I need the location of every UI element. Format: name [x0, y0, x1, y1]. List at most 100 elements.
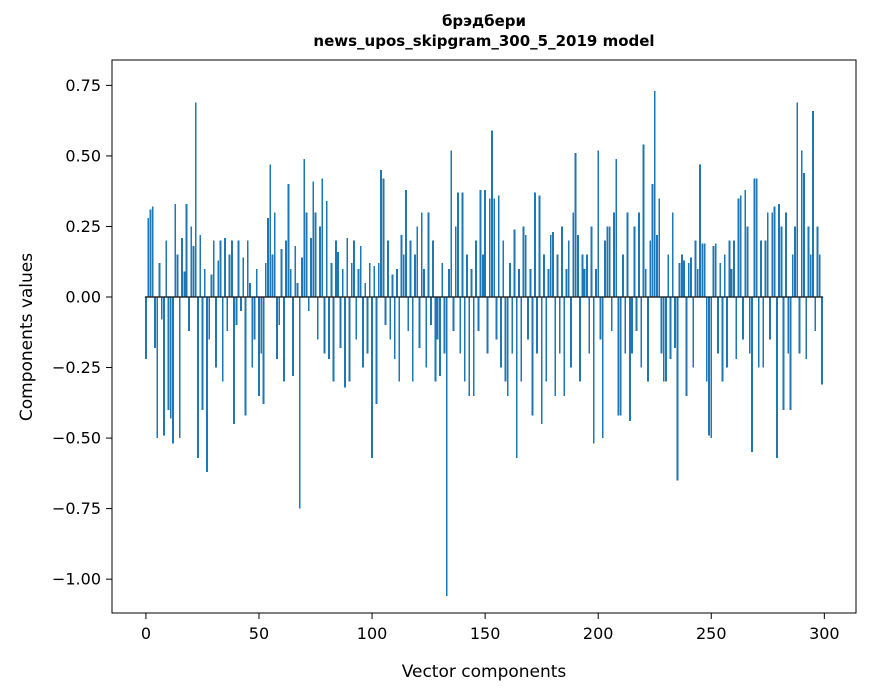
bar: [407, 297, 410, 331]
bar: [619, 297, 622, 416]
bar: [160, 297, 163, 320]
bar: [658, 198, 661, 297]
bar: [418, 297, 421, 348]
bar: [244, 297, 247, 416]
bar: [253, 297, 256, 340]
bar: [296, 282, 299, 297]
bar: [240, 297, 242, 312]
bar: [328, 297, 330, 360]
bar: [778, 203, 781, 297]
bar: [504, 297, 507, 382]
bar: [260, 297, 263, 354]
bar: [436, 297, 439, 340]
bar: [246, 240, 249, 297]
y-axis-label: Components values: [17, 252, 37, 422]
bar: [441, 263, 444, 297]
bar: [454, 226, 457, 297]
bar: [450, 150, 453, 297]
bar: [782, 297, 785, 410]
bar: [312, 181, 315, 297]
bar: [353, 240, 355, 297]
bar: [228, 254, 231, 297]
bar: [475, 240, 477, 297]
bar: [414, 254, 416, 297]
bar: [339, 297, 342, 348]
bar: [604, 240, 606, 297]
bar: [330, 263, 333, 297]
bar: [470, 268, 473, 297]
bar: [380, 170, 383, 297]
bar: [316, 297, 319, 340]
bar: [685, 297, 688, 396]
bar: [699, 164, 701, 297]
plot-border: [111, 59, 857, 614]
bar: [615, 158, 618, 297]
bar: [391, 274, 394, 297]
bar: [599, 297, 602, 340]
bar: [371, 297, 373, 458]
bar: [807, 226, 810, 297]
bar: [303, 158, 306, 297]
bar: [595, 268, 597, 297]
bar: [570, 297, 572, 368]
bar: [298, 297, 301, 509]
bar: [730, 268, 733, 297]
bar: [651, 184, 654, 297]
bar: [359, 246, 362, 297]
bar: [398, 297, 401, 382]
bar: [169, 297, 172, 419]
bar: [484, 189, 487, 297]
bar: [628, 297, 631, 422]
bar: [445, 297, 448, 597]
bar: [405, 189, 407, 297]
bar: [439, 297, 441, 376]
bar: [203, 268, 206, 297]
bar: [448, 268, 450, 297]
bar: [258, 297, 260, 396]
bar: [346, 237, 349, 297]
bar: [721, 297, 724, 382]
bar: [468, 297, 471, 396]
bar: [486, 297, 489, 354]
bar: [497, 195, 500, 297]
bar: [635, 297, 638, 331]
bar: [491, 130, 493, 297]
bar: [278, 297, 281, 326]
bar: [208, 297, 211, 340]
bar: [280, 249, 283, 297]
bar: [610, 297, 613, 331]
bar: [669, 297, 672, 360]
bar: [812, 110, 814, 297]
bar: [538, 195, 541, 297]
bar: [653, 91, 656, 297]
bar: [255, 268, 258, 297]
bar: [420, 212, 423, 297]
bar: [348, 297, 351, 382]
bar: [167, 297, 170, 410]
bar: [472, 297, 475, 396]
bar: [710, 297, 713, 439]
bar: [719, 263, 722, 297]
bar: [461, 192, 464, 297]
bar: [276, 297, 278, 360]
bar: [357, 268, 360, 297]
bar: [271, 254, 274, 297]
bar: [269, 164, 272, 297]
bar: [762, 297, 765, 368]
bar: [540, 297, 543, 424]
bar: [791, 254, 794, 297]
x-tick-label: 0: [141, 624, 151, 643]
bar: [174, 203, 177, 297]
bar: [588, 297, 591, 354]
bar: [536, 297, 539, 354]
bar: [362, 297, 364, 368]
bar: [158, 263, 161, 297]
bar: [176, 254, 179, 297]
bar: [511, 297, 514, 354]
bar: [803, 172, 805, 297]
bar: [606, 226, 609, 297]
bar: [310, 237, 312, 297]
y-tick-label: −0.50: [52, 429, 101, 448]
y-tick-label: 0.25: [65, 217, 101, 236]
bar: [402, 254, 405, 297]
